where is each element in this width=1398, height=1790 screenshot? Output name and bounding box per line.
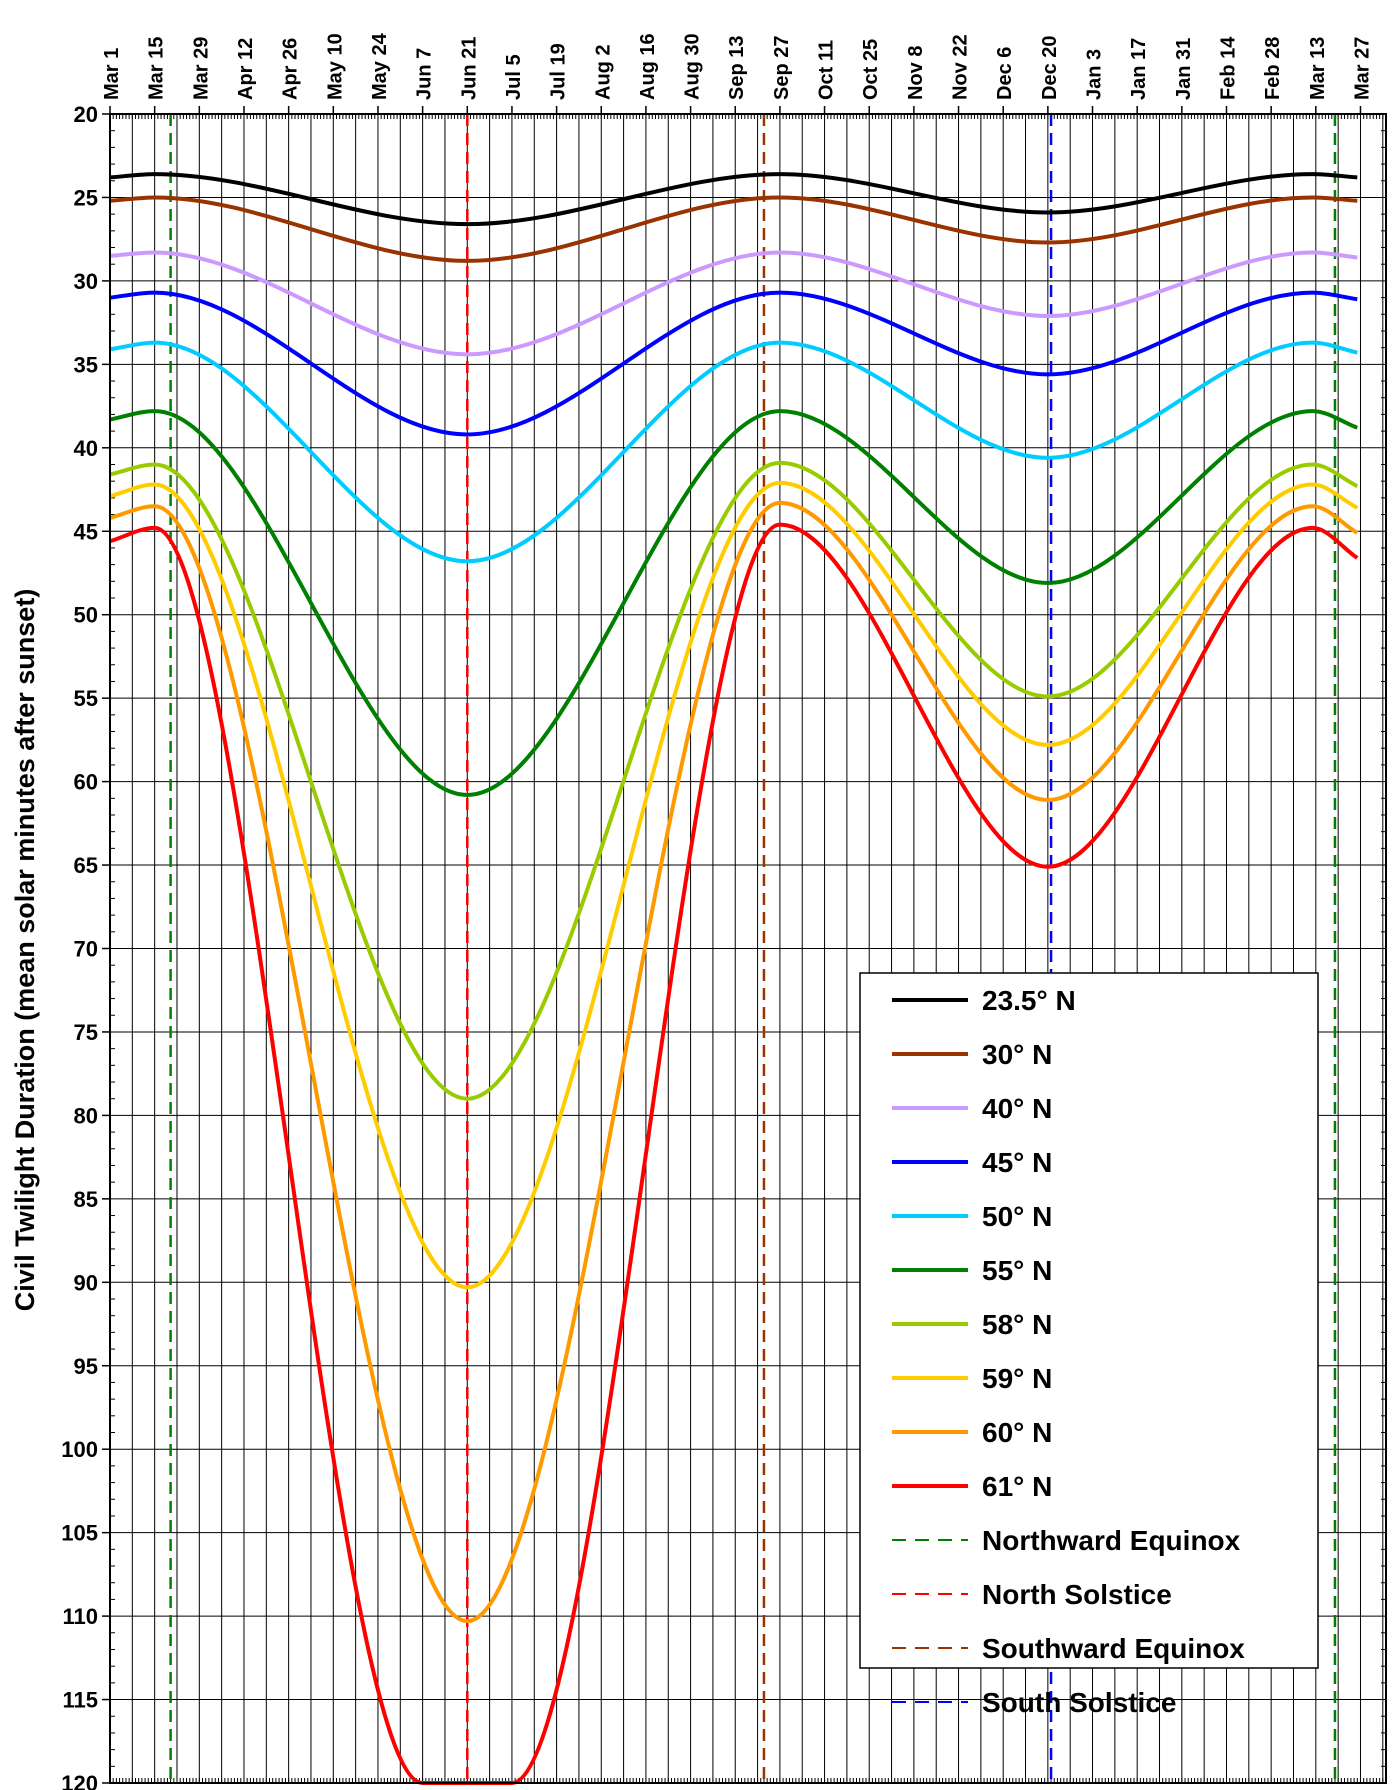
x-tick-label: Jul 5 (503, 54, 525, 100)
x-tick-label: Oct 25 (860, 39, 882, 100)
x-tick-label: May 10 (324, 33, 346, 100)
y-tick-label: 100 (61, 1437, 98, 1462)
series-line (109, 195, 1358, 263)
y-tick-label: 30 (74, 269, 98, 294)
legend-label: 55° N (982, 1255, 1052, 1286)
y-axis-label: Civil Twilight Duration (mean solar minu… (10, 589, 40, 1312)
legend: 23.5° N 30° N 40° N 45° N 50° N 55° N 58° N 59°… (859, 972, 1319, 1718)
y-tick-label: 95 (74, 1354, 98, 1379)
y-tick-label: 20 (74, 102, 98, 127)
x-tick-label: Aug 2 (592, 44, 614, 100)
y-tick-label: 105 (61, 1521, 98, 1546)
legend-label: South Solstice (982, 1687, 1176, 1718)
legend-label: North Solstice (982, 1579, 1172, 1610)
y-tick-label: 110 (63, 1604, 99, 1629)
y-tick-label: 75 (74, 1020, 98, 1045)
series-line (109, 480, 1359, 1290)
y-tick-label: 85 (74, 1187, 98, 1212)
series-line (109, 522, 1359, 1786)
legend-label: 58° N (982, 1309, 1052, 1340)
legend-label: 30° N (982, 1039, 1052, 1070)
x-tick-label: Sep 27 (771, 36, 793, 100)
legend-label: 60° N (982, 1417, 1052, 1448)
y-tick-label: 55 (74, 686, 98, 711)
x-tick-label: Mar 29 (190, 37, 212, 100)
y-tick-label: 120 (61, 1771, 98, 1790)
x-tick-label: Nov 8 (905, 46, 927, 100)
plot-frame (109, 113, 1387, 1784)
x-tick-label: Jan 17 (1128, 38, 1150, 100)
x-tick-label: Mar 27 (1351, 37, 1373, 100)
series-line (109, 290, 1358, 437)
series-lines (109, 172, 1359, 1786)
x-tick-label: Feb 14 (1218, 36, 1240, 100)
x-tick-label: Mar 1 (101, 48, 123, 100)
y-tick-label: 80 (74, 1103, 98, 1128)
legend-label: 59° N (982, 1363, 1052, 1394)
legend-label: 45° N (982, 1147, 1052, 1178)
series-line (109, 250, 1358, 357)
x-tick-label: Feb 28 (1262, 37, 1284, 100)
x-tick-label: Dec 20 (1039, 36, 1061, 101)
x-tick-label: Jan 31 (1173, 38, 1195, 100)
series-line (109, 409, 1359, 797)
series-line (109, 340, 1358, 564)
legend-label: 23.5° N (982, 985, 1076, 1016)
x-tick-label: Jan 3 (1084, 49, 1106, 100)
x-tick-label: Aug 16 (637, 33, 659, 100)
y-tick-label: 25 (74, 185, 98, 210)
series-line (109, 172, 1358, 227)
legend-label: 61° N (982, 1471, 1052, 1502)
x-tick-label: May 24 (369, 32, 391, 100)
y-tick-label: 70 (74, 937, 98, 962)
x-tick-label: Dec 6 (994, 47, 1016, 100)
y-tick-label: 90 (74, 1270, 98, 1295)
y-tick-label: 115 (63, 1688, 99, 1713)
x-tick-label: Apr 12 (235, 38, 257, 100)
y-tick-label: 40 (74, 436, 98, 461)
x-tick-label: Aug 30 (682, 33, 704, 100)
x-tick-label: Oct 11 (816, 40, 838, 100)
x-tick-label: Mar 13 (1307, 37, 1329, 100)
y-tick-label: 35 (74, 352, 98, 377)
series-line (109, 460, 1359, 1101)
legend-label: 50° N (982, 1201, 1052, 1232)
legend-label: Southward Equinox (982, 1633, 1245, 1664)
y-tick-label: 45 (74, 519, 98, 544)
x-tick-label: Sep 13 (726, 36, 748, 100)
y-tick-label: 60 (74, 770, 98, 795)
x-tick-label: Jun 7 (414, 48, 436, 100)
x-tick-label: Jul 19 (548, 43, 570, 100)
series-line (109, 500, 1359, 1624)
x-tick-label: Jun 21 (458, 37, 480, 100)
x-tick-label: Nov 22 (950, 34, 972, 100)
legend-box (859, 972, 1319, 1669)
legend-label: Northward Equinox (982, 1525, 1241, 1556)
x-tick-label: Apr 26 (280, 38, 302, 100)
y-tick-label: 65 (74, 853, 98, 878)
x-tick-label: Mar 15 (146, 37, 168, 100)
y-tick-label: 50 (74, 603, 98, 628)
legend-label: 40° N (982, 1093, 1052, 1124)
